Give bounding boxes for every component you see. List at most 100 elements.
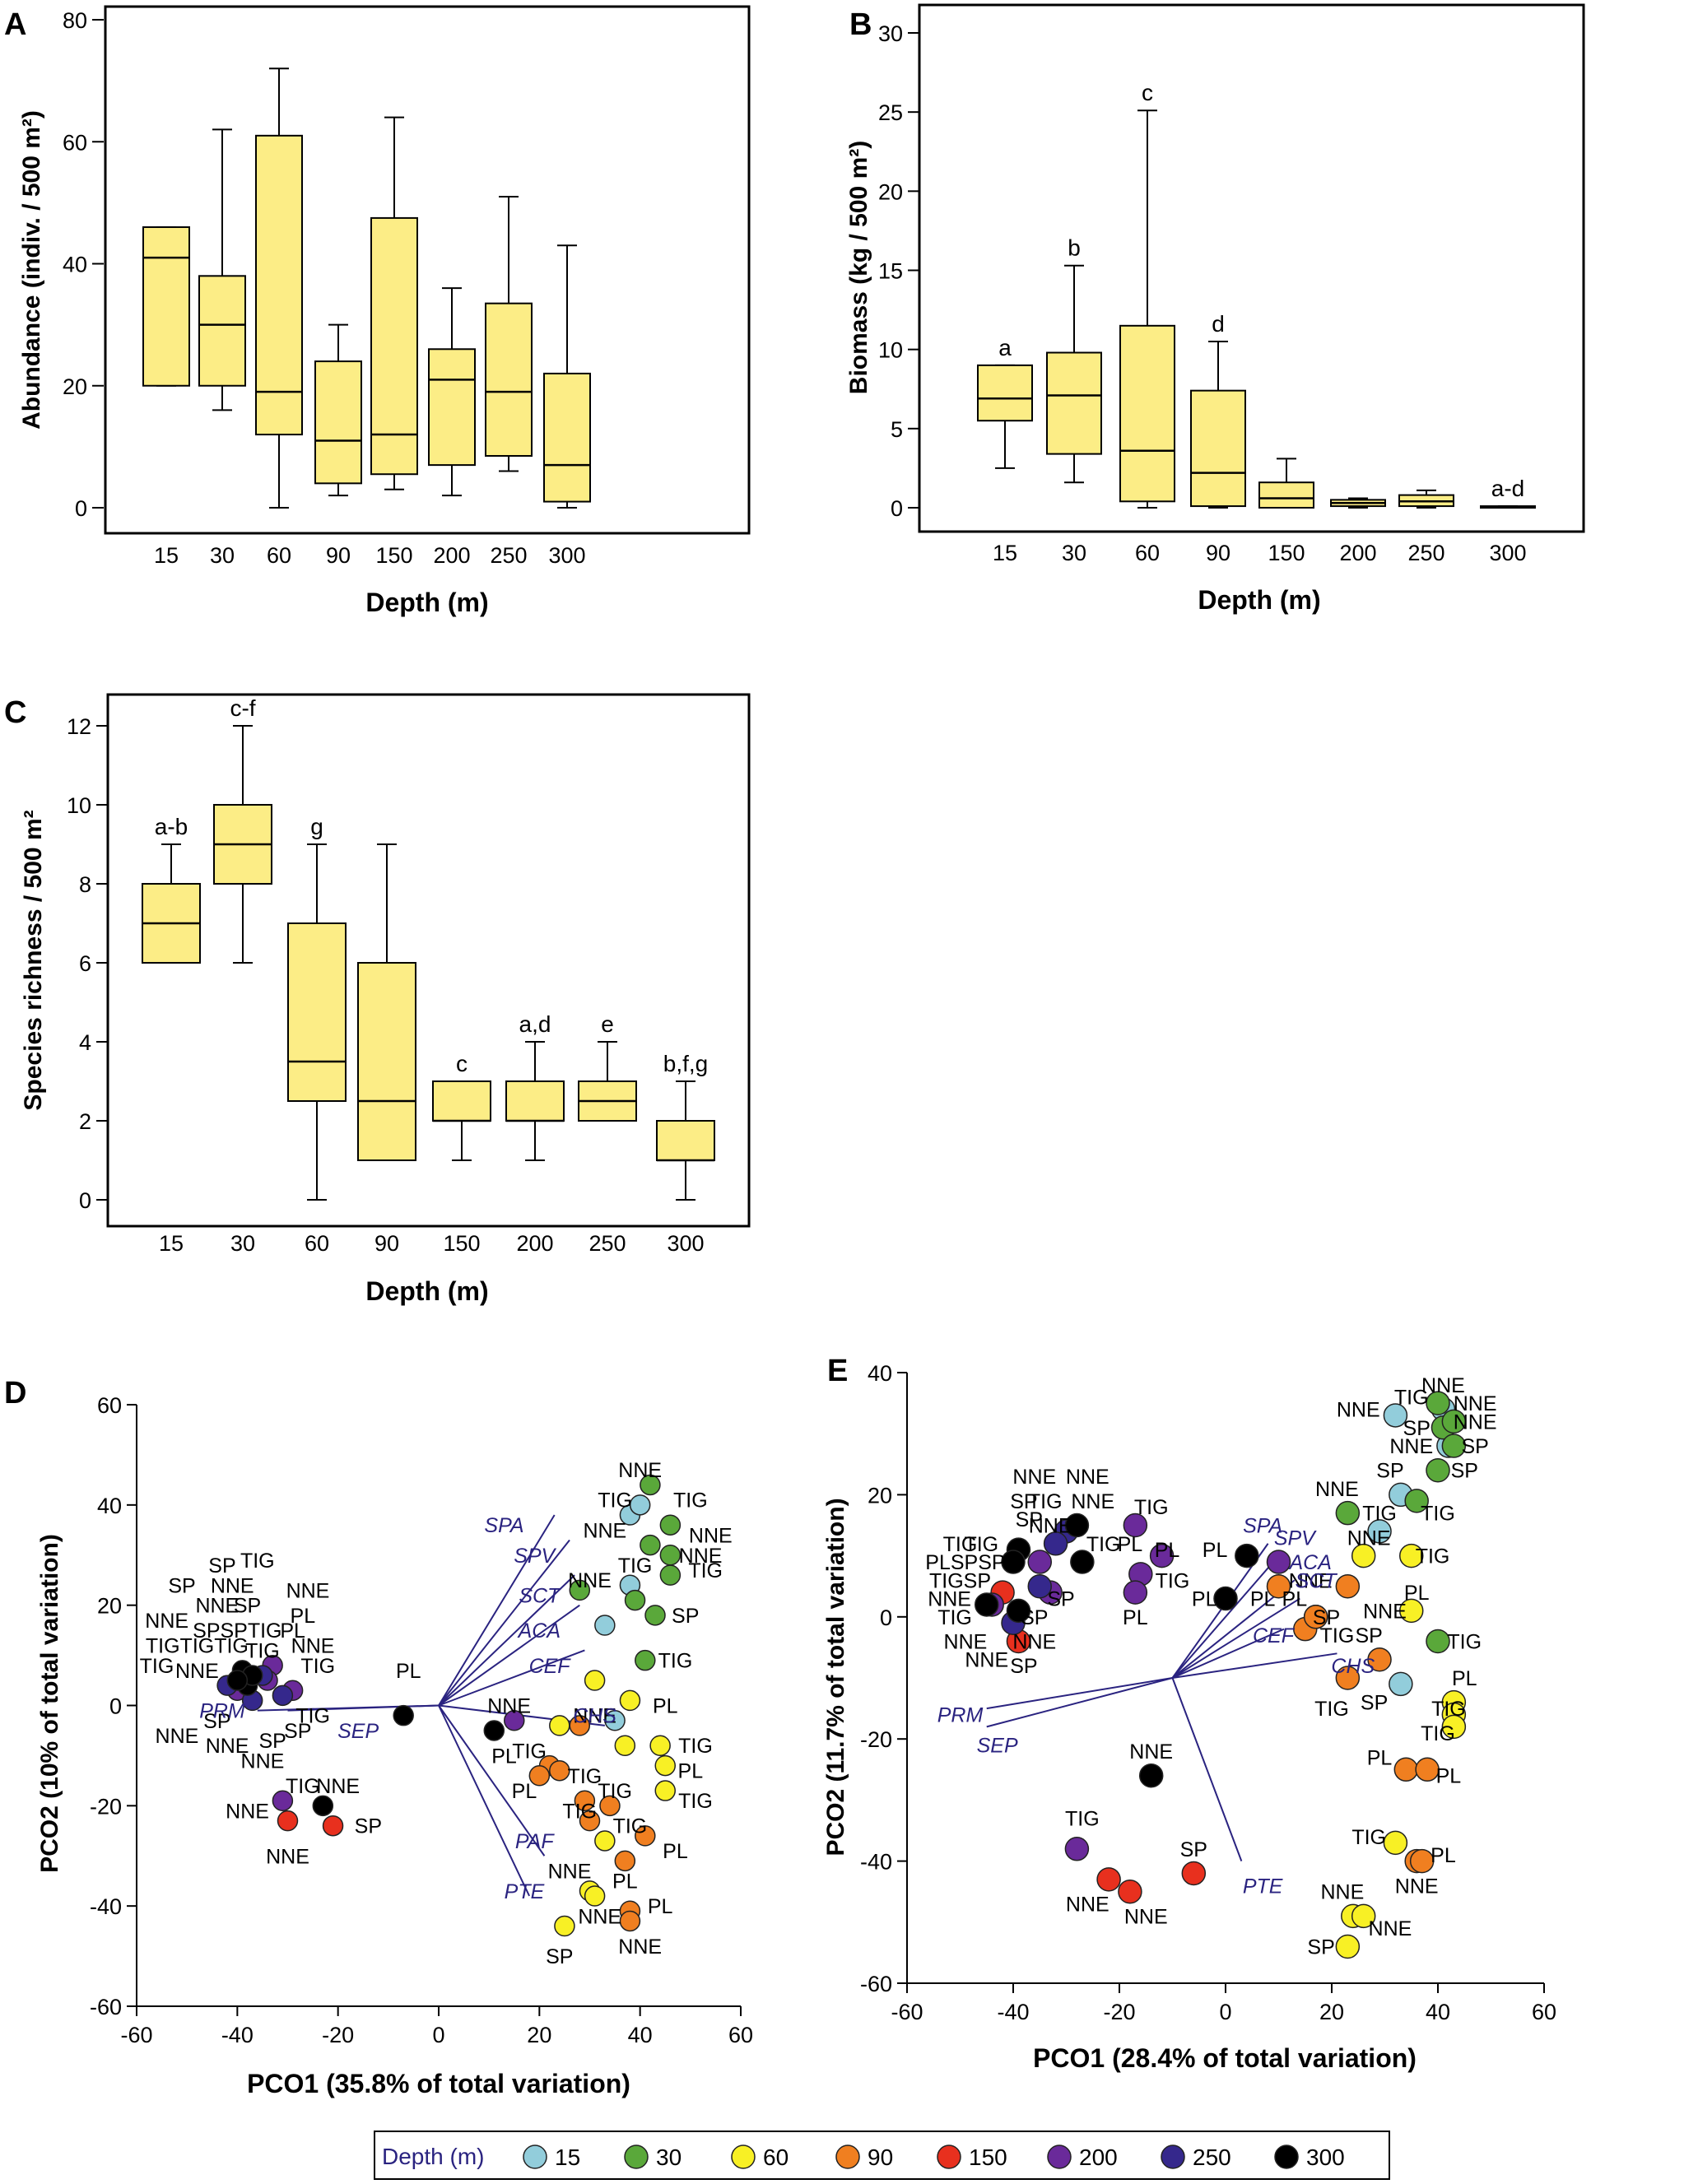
- panel-e-site-label: SP: [1403, 1417, 1431, 1440]
- panel-e-site-label: NNE: [1129, 1740, 1173, 1763]
- panel-e-site-label: PL: [1436, 1765, 1462, 1788]
- panel-a-y-label: Abundance (indiv. / 500 m²): [18, 110, 45, 430]
- panel-d-vector-label: SPV: [514, 1545, 556, 1568]
- panel-e-vector-label: SPV: [1274, 1526, 1317, 1550]
- panel-e-vector: [1172, 1628, 1285, 1679]
- panel-b-y-tick-label: 0: [891, 496, 903, 521]
- panel-d-site-label: TIG: [568, 1765, 602, 1788]
- panel-d-point: [624, 1589, 646, 1611]
- panel-d-site-label: PL: [280, 1619, 305, 1643]
- panel-e-site-label: SP: [1047, 1588, 1074, 1611]
- panel-d-point: [483, 1720, 505, 1741]
- panel-d-site-label: TIG: [618, 1554, 653, 1578]
- panel-e-site-label: TIG: [943, 1533, 978, 1556]
- panel-b-x-tick-label: 90: [1206, 541, 1230, 565]
- panel-e-site-label: TIG: [1320, 1624, 1355, 1647]
- panel-e-site-label: SP: [1016, 1508, 1043, 1531]
- panel-c-x-label: Depth (m): [365, 1276, 488, 1306]
- panel-e-vector-label: PRM: [937, 1704, 984, 1727]
- panel-label-a: A: [4, 7, 26, 42]
- panel-e-y-label: PCO2 (11.7% of total variation): [822, 1498, 849, 1856]
- panel-d-point: [584, 1885, 606, 1907]
- panel-c-y-tick-label: 2: [79, 1109, 91, 1134]
- panel-d-site-label: TIG: [688, 1559, 723, 1582]
- panel-e-site-label: TIG: [1028, 1490, 1063, 1513]
- panel-d-point: [272, 1684, 294, 1707]
- panel-d-point: [614, 1850, 636, 1872]
- panel-d-y-tick-label: 20: [97, 1594, 122, 1619]
- panel-d-point: [635, 1825, 656, 1847]
- panel-a-box: [543, 372, 591, 503]
- panel-a-marks: 0 20 40 60 80 15 30 60 90 150 200 250 300: [63, 8, 591, 568]
- panel-d-site-label: NNE: [206, 1735, 249, 1758]
- panel-e-site-label: SP: [1180, 1838, 1207, 1861]
- panel-d-point: [322, 1815, 344, 1837]
- panel-b-y-label: Biomass (kg / 500 m²): [845, 141, 872, 394]
- panel-d-site-label: TIG: [598, 1780, 632, 1803]
- panel-c-box: [656, 1120, 715, 1161]
- panel-b-marks: 0 5 10 15 20 25 30 15 a 30 b 60 c 90 d 150 200 250 300 a-d: [878, 21, 1536, 565]
- panel-d-point: [277, 1810, 299, 1832]
- panel-d-vector: [438, 1705, 531, 1897]
- panel-d-point: [569, 1579, 591, 1601]
- panel-e-site-label: TIG: [1156, 1569, 1190, 1592]
- panel-c-significance-label: a-b: [155, 814, 188, 839]
- panel-d-vector-label: SCT: [519, 1584, 561, 1607]
- panel-e-site-label: SP: [1010, 1490, 1037, 1513]
- panel-e-site-label: TIG: [1447, 1630, 1482, 1653]
- panel-label-e: E: [827, 1354, 848, 1388]
- panel-e-x-tick-label: 20: [1319, 2000, 1344, 2024]
- panel-d-y-tick-label: -60: [90, 1995, 122, 2019]
- panel-d-point: [659, 1564, 682, 1586]
- panel-d-point: [549, 1759, 570, 1782]
- panel-e-site-label: PLSPSP: [925, 1551, 1005, 1574]
- panel-d-point: [659, 1514, 682, 1536]
- panel-c-box: [357, 962, 416, 1161]
- panel-e-y-tick-label: 20: [868, 1483, 892, 1508]
- panel-d-point: [393, 1704, 414, 1726]
- panel-e-point: [1001, 1550, 1026, 1574]
- panel-d-site-label: SP: [672, 1605, 699, 1628]
- panel-d-point: [659, 1545, 682, 1566]
- panel-c-significance-label: c: [456, 1051, 468, 1076]
- panel-e-site-label: TIGSP: [929, 1569, 991, 1592]
- panel-b-box: [1046, 351, 1102, 455]
- panel-e-vector: [1171, 1597, 1300, 1679]
- panel-e-point: [1335, 1573, 1361, 1599]
- panel-e-point: [1415, 1757, 1440, 1782]
- panel-d-point: [584, 1670, 606, 1691]
- panel-e-vector: [1172, 1652, 1337, 1679]
- panel-a-y-tick-label: 20: [63, 374, 87, 399]
- panel-a-x-tick-label: 300: [548, 543, 585, 568]
- legend-swatch: [1047, 2145, 1072, 2169]
- panel-d-y-tick-label: 40: [97, 1494, 122, 1518]
- panel-d-site-label: PL: [291, 1605, 316, 1628]
- panel-c-x-tick-label: 90: [374, 1231, 399, 1256]
- panel-d-site-label: TIG: [598, 1489, 632, 1513]
- panel-e-site-label: TIG: [1416, 1545, 1450, 1568]
- panel-e-y-tick-label: 40: [868, 1361, 892, 1386]
- panel-d-vector-label: SPA: [484, 1514, 523, 1537]
- panel-b-x-tick-label: 30: [1062, 541, 1086, 565]
- legend-item-label: 300: [1306, 2145, 1345, 2170]
- panel-d-site-label: SP: [203, 1710, 230, 1733]
- legend-swatch: [523, 2145, 547, 2169]
- panel-a-x-tick-label: 30: [210, 543, 235, 568]
- panel-e-site-label: TIG: [1394, 1387, 1429, 1410]
- panel-e-site-label: NNE: [1363, 1600, 1407, 1623]
- panel-e-site-label: NNE: [1012, 1466, 1056, 1489]
- panel-d-site-label: PL: [491, 1745, 517, 1768]
- panel-e-x-tick-label: -40: [997, 2000, 1029, 2024]
- panel-c-marks: 0 2 4 6 8 10 12 15 a-b 30 c-f 60 g 90 150 c 200 a,d 250 e 30…: [67, 695, 715, 1256]
- panel-e-y-tick-label: -20: [860, 1727, 892, 1752]
- panel-e-point: [1043, 1531, 1068, 1556]
- panel-d-point: [619, 1689, 641, 1712]
- panel-e-point: [1266, 1573, 1291, 1599]
- legend-swatch: [731, 2145, 756, 2169]
- panel-a-x-tick-label: 90: [326, 543, 351, 568]
- panel-d-site-label: NNE: [291, 1634, 335, 1657]
- panel-d-site-label: NNE: [679, 1545, 723, 1568]
